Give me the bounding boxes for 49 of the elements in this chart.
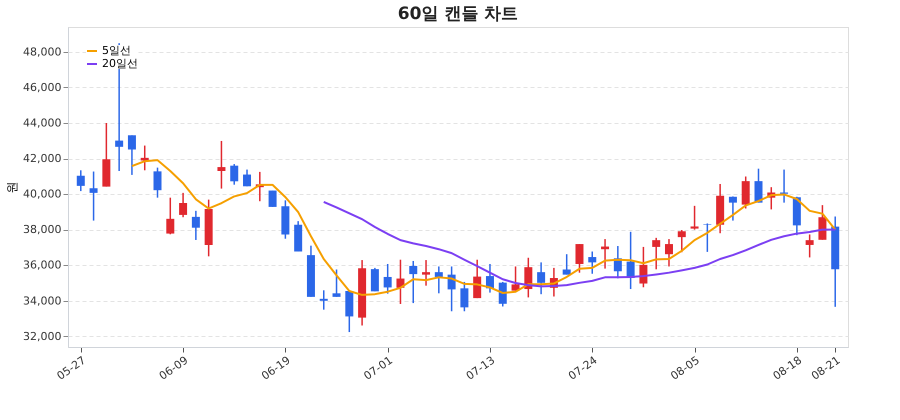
y-tick-label: 38,000 <box>23 223 62 236</box>
candlestick <box>652 237 660 270</box>
candlestick <box>76 170 85 192</box>
candlestick <box>90 170 98 222</box>
candlestick <box>409 260 418 304</box>
y-tick-label: 42,000 <box>23 152 62 166</box>
y-tick-label: 48,000 <box>23 45 62 58</box>
candlestick <box>754 168 762 204</box>
candlestick <box>664 238 673 268</box>
candlestick <box>473 258 482 299</box>
y-tick-label: 32,000 <box>23 330 62 343</box>
candlestick <box>575 243 584 274</box>
candlestick <box>460 281 468 312</box>
candlestick <box>562 253 571 276</box>
candlestick <box>588 250 596 275</box>
candlestick <box>806 234 814 258</box>
candlestick <box>370 267 379 292</box>
y-tick-label: 40,000 <box>23 188 62 201</box>
y-tick-label: 46,000 <box>23 80 62 94</box>
candlestick <box>192 210 200 241</box>
legend-label: 5일선 <box>102 44 131 57</box>
candlestick <box>678 229 686 253</box>
candlestick <box>537 262 546 295</box>
candlestick <box>434 266 443 294</box>
candlestick <box>601 238 610 270</box>
candlestick <box>154 166 162 198</box>
candlestick <box>166 196 174 236</box>
candlestick <box>230 163 238 186</box>
candlestick <box>742 176 750 210</box>
candlestick <box>128 134 136 176</box>
candlestick <box>422 259 430 286</box>
candlestick <box>818 204 826 241</box>
y-tick-label: 36,000 <box>23 258 62 272</box>
candlestick <box>728 196 737 222</box>
y-tick-label: 34,000 <box>23 294 62 308</box>
y-tick-label: 44,000 <box>23 116 62 130</box>
legend-label: 20일선 <box>102 57 138 70</box>
candlestick <box>384 263 392 294</box>
candlestick <box>217 140 226 190</box>
candlestick <box>179 192 188 218</box>
chart-title: 60일 캔들 차트 <box>398 4 518 24</box>
candlestick <box>320 290 328 310</box>
candlestick <box>268 190 277 208</box>
candlestick <box>780 168 788 204</box>
y-axis-title: 원 <box>5 182 20 194</box>
candlestick <box>332 268 341 298</box>
candlestick <box>690 205 699 230</box>
candlestick <box>703 222 712 253</box>
candlestick <box>243 168 252 188</box>
